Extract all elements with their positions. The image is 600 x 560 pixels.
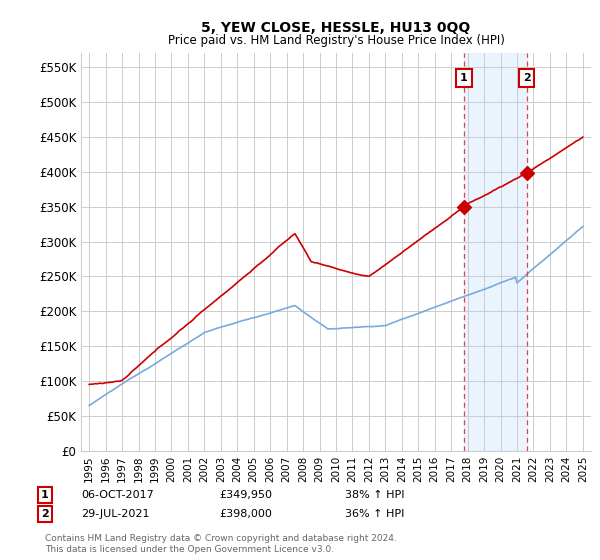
Bar [464,53,527,451]
Text: £398,000: £398,000 [219,509,272,519]
Text: Contains HM Land Registry data © Crown copyright and database right 2024.
This d: Contains HM Land Registry data © Crown c… [45,534,397,554]
Text: Price paid vs. HM Land Registry's House Price Index (HPI): Price paid vs. HM Land Registry's House … [167,34,505,46]
Text: 1: 1 [41,490,49,500]
Text: 5, YEW CLOSE, HESSLE, HU13 0QQ: 5, YEW CLOSE, HESSLE, HU13 0QQ [202,21,470,35]
Text: 38% ↑ HPI: 38% ↑ HPI [345,490,404,500]
Text: 2: 2 [41,509,49,519]
Point [522,169,532,178]
Text: 06-OCT-2017: 06-OCT-2017 [81,490,154,500]
Text: 2: 2 [523,73,530,83]
Text: £349,950: £349,950 [219,490,272,500]
Text: 36% ↑ HPI: 36% ↑ HPI [345,509,404,519]
Point [459,202,469,211]
Text: 29-JUL-2021: 29-JUL-2021 [81,509,149,519]
Text: 1: 1 [460,73,468,83]
